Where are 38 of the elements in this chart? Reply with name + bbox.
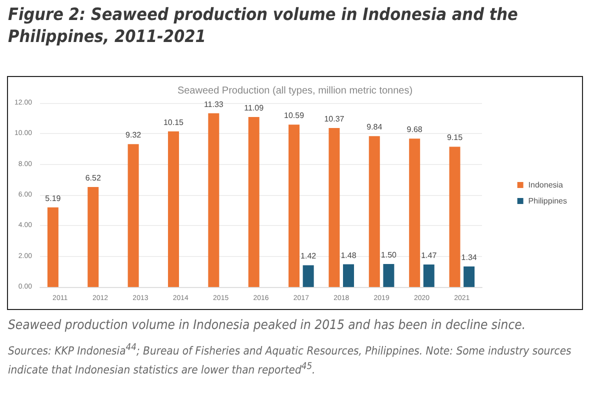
data-label: 1.47	[421, 250, 438, 260]
chart-subtitle: Seaweed Production (all types, million metric tonnes)	[177, 86, 413, 96]
bar	[464, 266, 475, 287]
bar	[343, 264, 354, 287]
bar	[368, 136, 380, 287]
data-label: 5.19	[45, 194, 62, 203]
bar	[449, 146, 460, 287]
data-label: 10.37	[324, 114, 345, 124]
bar	[328, 128, 340, 287]
data-label: 6.52	[85, 174, 102, 183]
data-label: 10.59	[284, 111, 305, 120]
data-label: 9.15	[446, 133, 464, 142]
data-label: 1.48	[340, 250, 357, 260]
bar	[128, 144, 139, 287]
data-label: 10.15	[163, 118, 184, 127]
bar	[383, 264, 394, 287]
text: Seaweed production volume in Indonesia peaked in 2015 and has been in decline since.	[8, 318, 527, 333]
bar	[248, 116, 260, 287]
chart-title: Figure 2: Seaweed production volume in Indonesia and the Philippines, 2011-2021	[8, 4, 519, 48]
bar	[423, 264, 434, 287]
bar	[47, 207, 58, 287]
source-note: Sources: KKP Indonesia$^{44}$; Bureau of Fisheries and Aquatic Resources, Philippines. Note: Some industry sources indicate that Indonesian statistics are lower than reported$^{45}$.	[8, 341, 572, 378]
legend-label: Indonesia	[528, 180, 564, 190]
data-label: 1.50	[380, 250, 398, 260]
data-label: 11.33	[204, 100, 224, 109]
data-label: 1.34	[461, 252, 478, 262]
legend-label: Philippines	[528, 196, 568, 206]
bar	[88, 187, 99, 287]
data-label: 1.42	[300, 252, 317, 261]
data-label: 9.84	[366, 122, 383, 132]
bar	[409, 138, 420, 287]
bar	[168, 131, 179, 287]
bar	[208, 113, 220, 287]
data-label: 9.32	[126, 130, 142, 140]
data-label: 9.68	[406, 125, 423, 134]
bar	[288, 124, 300, 287]
data-label: 11.09	[244, 103, 264, 112]
bar	[302, 265, 314, 287]
